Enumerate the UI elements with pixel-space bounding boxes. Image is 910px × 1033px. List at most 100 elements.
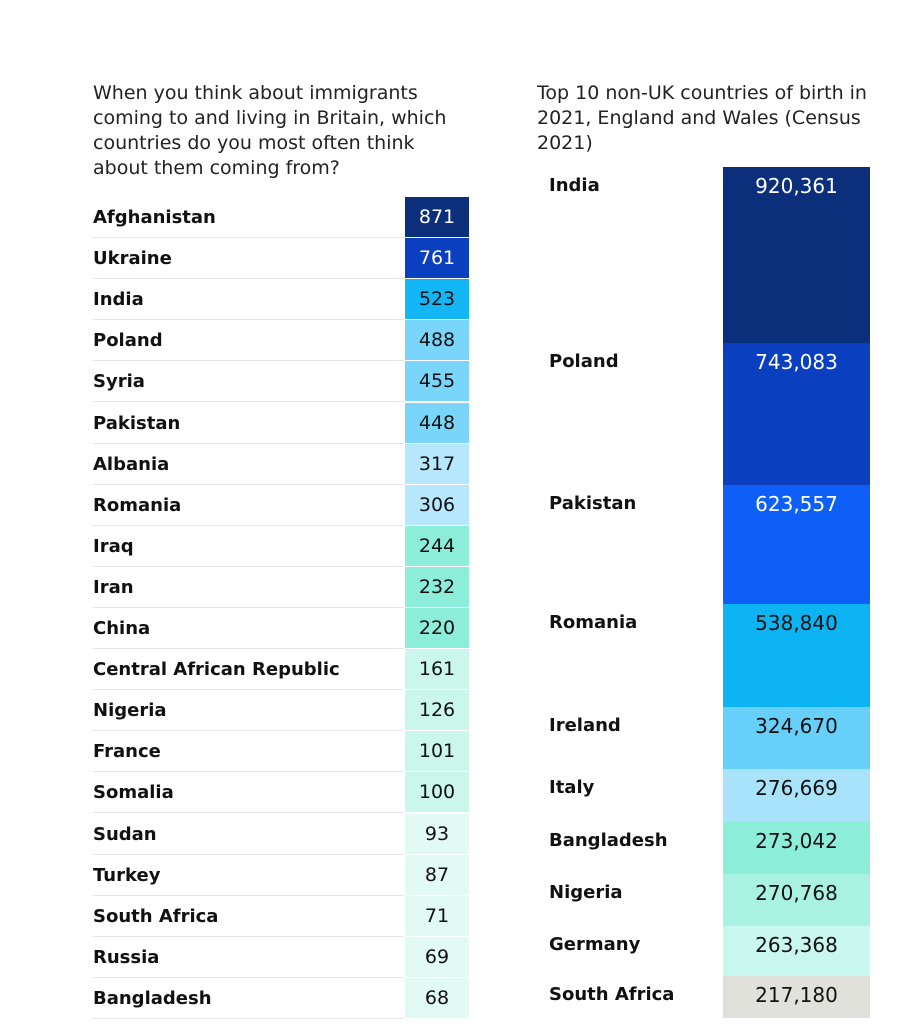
right-bar-segment [723,342,870,486]
left-country-label: Romania [93,494,182,516]
left-table-row: Russia 69 [93,936,469,978]
left-table-row: South Africa 71 [93,895,469,937]
left-country-label: Somalia [93,782,174,804]
left-value-cell: 317 [405,443,469,484]
right-value-label: 743,083 [755,349,838,374]
row-divider [93,278,404,280]
right-bar-segment [723,707,870,770]
right-value-label: 324,670 [755,714,838,739]
row-divider [93,894,404,896]
right-country-label: Germany [549,934,641,956]
right-country-label: Nigeria [549,882,623,904]
right-value-label: 263,368 [755,933,838,958]
right-chart-title: Top 10 non-UK countries of birth in 2021… [537,82,867,154]
left-value-cell: 761 [405,238,469,279]
right-bar-segment [723,769,870,823]
right-bar-segment [723,485,870,605]
left-table-row: Nigeria 126 [93,690,469,732]
left-country-label: Poland [93,330,163,352]
left-table-row: Iraq 244 [93,525,469,567]
left-table-row: Syria 455 [93,361,469,403]
left-chart-title: When you think about immigrants coming t… [93,82,447,179]
right-value-label: 538,840 [755,611,838,636]
left-table-row: Iran 232 [93,566,469,608]
row-divider [93,976,404,978]
row-divider [93,442,404,444]
left-table-row: Romania 306 [93,484,469,526]
row-divider [93,606,404,608]
left-value-cell: 871 [405,197,469,237]
right-country-label: Poland [549,350,619,372]
left-value-cell: 306 [405,484,469,525]
row-divider [93,360,404,362]
left-value-cell: 87 [405,854,469,895]
left-table-row: Afghanistan 871 [93,197,469,238]
right-country-label: Romania [549,612,638,634]
right-country-label: Bangladesh [549,830,668,852]
left-country-label: India [93,289,144,311]
left-country-label: South Africa [93,905,219,927]
row-divider [93,812,404,814]
row-divider [93,935,404,937]
left-country-label: Iraq [93,535,134,557]
row-divider [93,689,404,691]
left-table-row: Turkey 87 [93,854,469,896]
left-country-label: Iran [93,576,134,598]
left-table-row: Pakistan 448 [93,402,469,444]
left-value-cell: 220 [405,608,469,648]
right-country-label: Pakistan [549,493,637,514]
row-divider [93,524,404,526]
left-value-cell: 488 [405,320,469,361]
left-value-cell: 69 [405,936,469,977]
row-divider [93,648,404,649]
left-table-row: Somalia 100 [93,772,469,814]
left-value-cell: 126 [405,690,469,731]
left-country-label: France [93,741,161,763]
right-country-label: India [549,175,600,196]
left-country-label: Nigeria [93,700,167,722]
row-divider [93,319,404,321]
left-country-label: Bangladesh [93,987,212,1009]
left-table-row: Poland 488 [93,320,469,362]
left-value-cell: 455 [405,361,469,402]
right-bar-segment [723,604,870,708]
left-country-label: Pakistan [93,412,181,434]
row-divider [93,237,404,238]
left-table-row: Central African Republic 161 [93,649,469,691]
left-country-label: Afghanistan [93,207,216,228]
left-value-cell: 71 [405,895,469,936]
right-country-label: Ireland [549,715,621,737]
left-value-cell: 232 [405,566,469,607]
right-bar-segment [723,822,870,875]
left-table-row: Ukraine 761 [93,238,469,280]
left-value-cell: 448 [405,402,469,443]
right-bar-segment [723,874,870,927]
left-table-row: India 523 [93,279,469,321]
row-divider [93,730,404,732]
right-bar-segment [723,926,870,977]
left-value-cell: 100 [405,772,469,813]
left-country-label: Sudan [93,823,157,845]
row-divider [93,853,404,855]
left-country-label: Central African Republic [93,659,340,681]
right-country-label: South Africa [549,984,675,1006]
left-country-label: Albania [93,453,170,475]
right-value-label: 217,180 [755,983,838,1008]
right-value-label: 276,669 [755,776,838,801]
right-bar-segment [723,167,870,344]
right-value-label: 623,557 [755,492,838,516]
row-divider [93,483,404,485]
left-country-label: Russia [93,946,160,968]
left-table-row: France 101 [93,731,469,773]
left-country-label: Syria [93,371,145,393]
right-value-label: 270,768 [755,881,838,906]
left-country-label: Ukraine [93,248,172,270]
left-value-cell: 523 [405,279,469,320]
left-table-row: Bangladesh 68 [93,977,469,1019]
left-country-label: Turkey [93,864,161,886]
left-value-cell: 161 [405,649,469,690]
left-value-cell: 101 [405,731,469,772]
right-value-label: 920,361 [755,174,838,198]
row-divider [93,565,404,567]
left-country-label: China [93,618,151,639]
